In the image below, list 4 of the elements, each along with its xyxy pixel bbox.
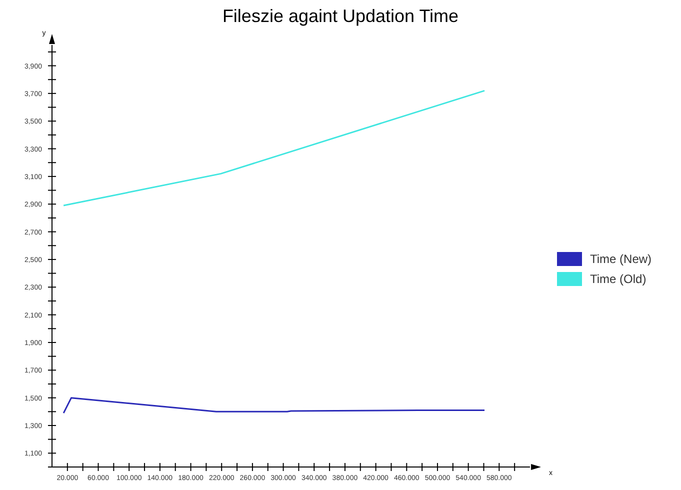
chart-title: Fileszie againt Updation Time (222, 6, 459, 26)
legend-label: Time (New) (590, 252, 652, 266)
line-series (62, 397, 486, 414)
legend-label: Time (Old) (590, 272, 646, 286)
